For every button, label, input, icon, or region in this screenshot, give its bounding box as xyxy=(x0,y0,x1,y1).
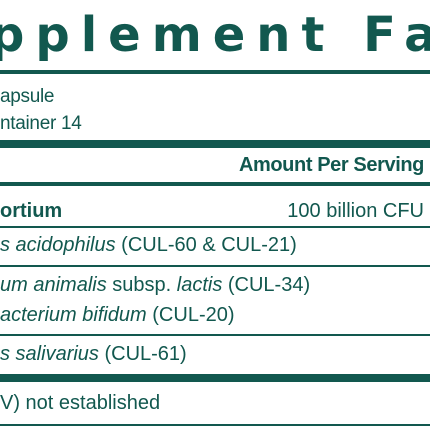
supplement-facts-title: pplement Fa xyxy=(0,7,430,63)
ingredient-row-bifidum: acterium bifidum (CUL-20) xyxy=(0,303,430,327)
ingredient-row-salivarius: s salivarius (CUL-61) xyxy=(0,342,430,366)
amount-per-serving-header: Amount Per Serving xyxy=(238,154,424,176)
strain-code: (CUL-61) xyxy=(98,343,187,365)
serving-size: apsule xyxy=(0,86,55,107)
subspecies-label: subsp. xyxy=(106,274,177,296)
strain-name: acterium bifidum xyxy=(0,304,147,326)
row-divider xyxy=(0,265,430,267)
strain-code: (CUL-34) xyxy=(222,274,311,296)
subspecies-name: lactis xyxy=(176,274,223,296)
ingredient-name: ortium xyxy=(0,200,63,222)
daily-value-footnote: V) not established xyxy=(0,392,161,414)
title-rule xyxy=(0,70,430,74)
servings-per-container: ntainer 14 xyxy=(0,113,82,134)
row-divider xyxy=(0,226,430,228)
strain-name: um animalis xyxy=(0,274,107,296)
strain-code: (CUL-60 & CUL-21) xyxy=(115,234,297,256)
row-divider xyxy=(0,334,430,336)
strain-name: s salivarius xyxy=(0,343,99,365)
ingredient-row-animalis: um animalis subsp. lactis (CUL-34) xyxy=(0,273,430,297)
heavy-rule-top xyxy=(0,140,430,148)
ingredient-row-blend: ortium 100 billion CFU xyxy=(0,199,430,223)
ingredient-amount: 100 billion CFU xyxy=(287,200,424,222)
ingredient-row-acidophilus: s acidophilus (CUL-60 & CUL-21) xyxy=(0,233,430,257)
strain-code: (CUL-20) xyxy=(146,304,235,326)
heavy-rule-bottom xyxy=(0,374,430,382)
footer-rule xyxy=(0,424,430,426)
strain-name: s acidophilus xyxy=(0,234,116,256)
medium-rule xyxy=(0,182,430,186)
